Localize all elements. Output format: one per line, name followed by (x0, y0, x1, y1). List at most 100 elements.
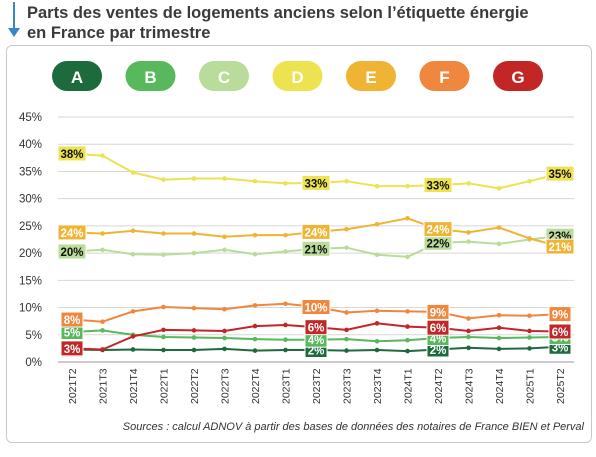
data-label-c: 20% (60, 247, 83, 259)
arrow-head-icon (8, 28, 20, 37)
data-label-c: 22% (426, 238, 449, 250)
y-tick-label: 45% (19, 112, 42, 124)
data-point-e (374, 221, 380, 227)
y-tick-label: 20% (19, 248, 42, 260)
data-point-b (496, 335, 502, 341)
data-label-box-c (301, 240, 331, 257)
y-tick-label: 40% (19, 139, 42, 151)
data-label-g: 3% (64, 344, 81, 356)
data-point-d (222, 176, 227, 181)
data-point-a (222, 346, 227, 352)
data-label-e: 24% (426, 225, 449, 237)
data-point-c (344, 245, 349, 250)
data-label-b: 4% (430, 334, 447, 346)
data-label-d: 33% (426, 181, 449, 193)
chart-title-line1: Parts des ventes de logements anciens se… (27, 4, 529, 22)
x-tick-label: 2023T3 (342, 368, 354, 404)
data-point-d (527, 178, 532, 184)
data-point-c (496, 241, 502, 247)
data-label-b: 5% (64, 328, 81, 340)
data-label-box-f (426, 303, 450, 320)
data-point-g (252, 323, 258, 329)
data-point-b (252, 336, 258, 342)
data-point-f (283, 301, 288, 307)
data-point-a (283, 347, 288, 353)
source-note: Sources : calcul ADNOV à partir des base… (122, 421, 584, 433)
data-label-f: 8% (64, 315, 81, 327)
y-tick-label: 35% (19, 166, 42, 178)
data-point-a (344, 348, 349, 353)
data-point-b (374, 339, 380, 344)
data-point-a (466, 345, 471, 351)
data-point-g (466, 328, 471, 334)
data-point-d (252, 178, 258, 184)
chart-title: Parts des ventes de logements anciens se… (27, 3, 587, 43)
data-point-g (527, 328, 532, 334)
data-label-a: 2% (430, 345, 447, 357)
legend-swatch-c (199, 61, 249, 91)
x-tick-label: 2021T4 (128, 368, 140, 404)
data-point-f (191, 305, 197, 311)
data-point-a (161, 347, 166, 353)
x-tick-label: 2022T1 (159, 368, 171, 404)
x-tick-label: 2024T1 (403, 368, 415, 404)
data-point-d (283, 181, 288, 186)
data-point-c (374, 252, 380, 258)
data-point-e (283, 232, 288, 238)
data-label-box-e (57, 224, 87, 241)
data-label-box-d (423, 177, 453, 194)
data-point-e (161, 231, 166, 236)
data-label-box-g (304, 319, 328, 336)
data-point-f (405, 309, 410, 314)
x-tick-label: 2025T2 (555, 368, 567, 404)
data-point-e (527, 236, 532, 241)
data-label-g: 6% (308, 323, 325, 335)
data-point-c (252, 251, 258, 257)
data-point-d (130, 170, 136, 175)
data-point-d (344, 178, 349, 184)
data-label-box-g (548, 323, 572, 340)
x-tick-label: 2024T2 (433, 368, 445, 404)
x-tick-label: 2025T1 (525, 368, 537, 404)
data-point-e (344, 226, 349, 232)
data-label-f: 10% (304, 303, 327, 315)
data-point-f (252, 303, 258, 308)
data-point-g (130, 334, 136, 339)
data-label-box-g (60, 340, 84, 357)
data-label-d: 38% (60, 149, 83, 161)
data-point-g (283, 322, 288, 328)
y-tick-label: 25% (19, 221, 42, 233)
data-point-b (161, 334, 166, 340)
data-label-d: 33% (304, 178, 327, 190)
y-tick-label: 30% (19, 194, 42, 206)
data-label-f: 9% (430, 307, 447, 319)
y-tick-label: 10% (19, 303, 42, 315)
data-label-box-f (548, 306, 572, 323)
legend-swatch-d (272, 61, 323, 91)
data-point-f (100, 319, 105, 325)
y-tick-label: 15% (19, 275, 42, 287)
legend-label-a: A (71, 68, 83, 87)
data-point-g (161, 327, 166, 333)
data-point-f (374, 308, 380, 314)
data-point-d (405, 183, 410, 189)
data-point-e (496, 225, 502, 230)
data-label-box-e (545, 238, 575, 255)
data-label-box-c (57, 243, 87, 260)
data-point-f (161, 304, 166, 310)
data-point-c (100, 247, 105, 253)
data-point-g (222, 328, 227, 334)
data-point-f (496, 312, 502, 318)
data-point-e (130, 228, 136, 234)
data-label-e: 24% (304, 227, 327, 239)
data-label-box-g (426, 319, 450, 336)
data-point-e (191, 231, 197, 236)
data-point-f (466, 316, 471, 321)
data-point-c (191, 250, 197, 256)
x-tick-label: 2021T3 (98, 368, 110, 404)
data-point-a (130, 347, 136, 352)
data-point-b (405, 337, 410, 343)
x-tick-label: 2022T4 (250, 368, 262, 404)
y-tick-label: 5% (25, 330, 42, 342)
